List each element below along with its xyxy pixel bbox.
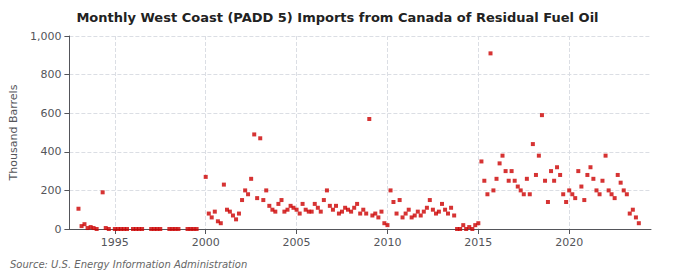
svg-text:0: 0	[54, 223, 61, 236]
svg-text:200: 200	[40, 184, 61, 197]
svg-text:1,000: 1,000	[30, 30, 62, 43]
svg-text:2010: 2010	[373, 236, 401, 249]
svg-text:400: 400	[40, 145, 61, 158]
svg-text:1995: 1995	[101, 236, 129, 249]
svg-text:Thousand Barrels: Thousand Barrels	[7, 84, 20, 181]
svg-text:2015: 2015	[464, 236, 492, 249]
svg-text:600: 600	[40, 107, 61, 120]
svg-text:2020: 2020	[555, 236, 583, 249]
svg-text:800: 800	[40, 68, 61, 81]
svg-text:Source: U.S. Energy Informatio: Source: U.S. Energy Information Administ…	[10, 259, 247, 270]
svg-text:2000: 2000	[192, 236, 220, 249]
svg-text:2005: 2005	[283, 236, 311, 249]
svg-text:Monthly West Coast (PADD 5) Im: Monthly West Coast (PADD 5) Imports from…	[76, 10, 598, 25]
